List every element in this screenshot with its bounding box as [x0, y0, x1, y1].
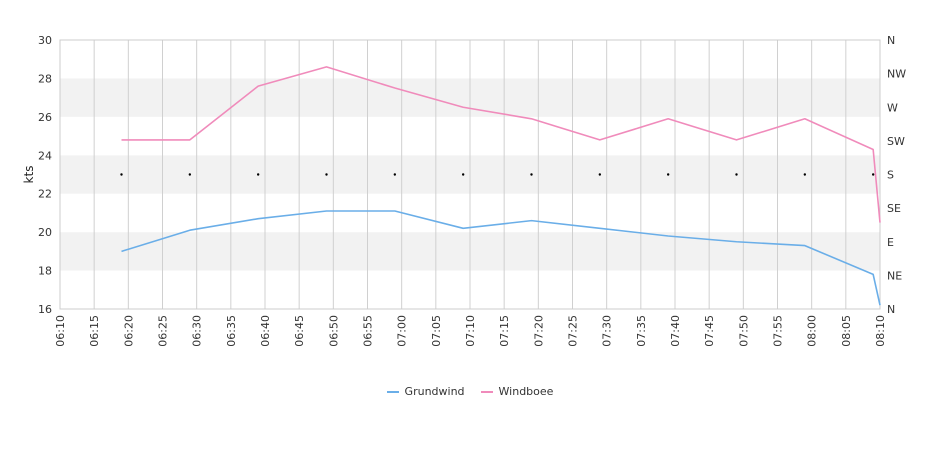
x-tick-label: 07:15 [498, 315, 511, 347]
direction-marker [666, 173, 670, 176]
plot-border [59, 39, 881, 310]
legend-item-windboee[interactable]: Windboee [480, 385, 554, 398]
x-tick-label: 07:45 [703, 315, 716, 347]
y2-tick-label: E [887, 236, 894, 249]
x-tick-label: 08:00 [806, 315, 819, 347]
y2-tick-label: N [887, 303, 895, 316]
x-tick-label: 07:30 [601, 315, 614, 347]
direction-marker [871, 173, 875, 176]
y-tick-label: 20 [38, 226, 52, 239]
y-tick-label: 24 [38, 149, 52, 162]
y-tick-label: 28 [38, 72, 52, 85]
direction-marker [598, 173, 602, 176]
x-tick-label: 06:55 [362, 315, 375, 347]
y-tick-label: 26 [38, 111, 52, 124]
legend-swatch-windboee [480, 390, 493, 393]
direction-marker [735, 173, 738, 176]
x-tick-label: 07:50 [737, 315, 750, 347]
direction-marker [325, 173, 328, 176]
y2-tick-label: NW [887, 68, 906, 81]
x-tick-label: 07:20 [532, 315, 545, 347]
x-tick-label: 06:35 [225, 315, 238, 347]
y2-tick-label: N [887, 34, 895, 47]
x-tick-label: 06:25 [157, 315, 170, 347]
x-tick-label: 07:10 [464, 315, 477, 347]
x-tick-label: 07:00 [396, 315, 409, 347]
x-tick-label: 08:05 [840, 315, 853, 347]
direction-marker [256, 173, 260, 176]
y-tick-label: 30 [38, 34, 52, 47]
x-tick-label: 06:10 [54, 315, 67, 347]
legend-label-grundwind: Grundwind [404, 385, 465, 398]
x-tick-label: 08:10 [874, 315, 887, 347]
series-line-windboee [121, 66, 881, 223]
x-tick-label: 06:50 [327, 315, 340, 347]
y-tick-label: 18 [38, 265, 52, 278]
legend-swatch-grundwind [386, 390, 399, 393]
y-tick-label: 22 [38, 188, 52, 201]
direction-marker [120, 173, 123, 176]
x-tick-label: 06:20 [122, 315, 135, 347]
legend-label-windboee: Windboee [498, 385, 554, 398]
x-tick-label: 06:15 [88, 315, 101, 347]
direction-marker [530, 173, 533, 176]
series-line-grundwind [121, 210, 881, 306]
legend-item-grundwind[interactable]: Grundwind [386, 385, 465, 398]
x-tick-label: 06:30 [191, 315, 204, 347]
y2-tick-label: S [887, 169, 894, 182]
direction-marker [188, 173, 192, 176]
x-tick-label: 07:05 [430, 315, 443, 347]
y2-tick-label: SW [887, 135, 905, 148]
direction-marker [461, 173, 465, 176]
x-tick-label: 06:45 [293, 315, 306, 347]
legend: Grundwind Windboee [0, 385, 940, 398]
x-tick-label: 07:40 [669, 315, 682, 347]
x-tick-label: 06:40 [259, 315, 272, 347]
y-axis-title: kts [22, 166, 36, 184]
direction-marker [393, 173, 397, 176]
x-tick-label: 07:55 [772, 315, 785, 347]
direction-marker [803, 173, 807, 176]
y2-tick-label: SE [887, 202, 901, 215]
y2-tick-label: W [887, 101, 898, 114]
x-tick-label: 07:25 [567, 315, 580, 347]
y2-tick-label: NE [887, 269, 902, 282]
y-tick-label: 16 [38, 303, 52, 316]
x-tick-label: 07:35 [635, 315, 648, 347]
